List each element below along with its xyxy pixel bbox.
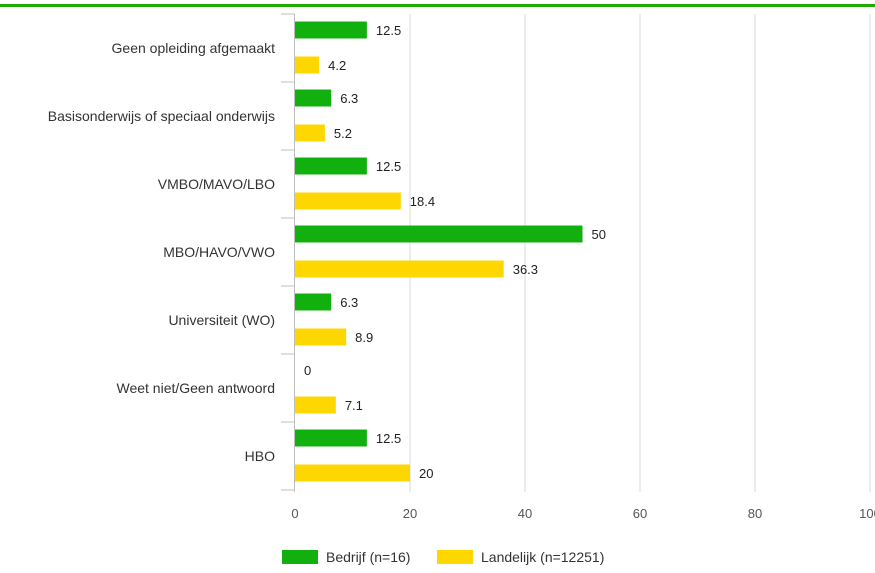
x-tick-label: 20 — [403, 506, 417, 521]
bar-bedrijf — [295, 157, 367, 175]
data-label: 7.1 — [345, 398, 363, 413]
data-label: 6.3 — [340, 295, 358, 310]
bar-landelijk — [295, 396, 336, 414]
legend-label-bedrijf: Bedrijf (n=16) — [326, 549, 410, 565]
category-label: Universiteit (WO) — [168, 312, 275, 328]
category-label: MBO/HAVO/VWO — [163, 244, 275, 260]
bar-landelijk — [295, 124, 325, 142]
data-label: 18.4 — [410, 194, 435, 209]
legend-label-landelijk: Landelijk (n=12251) — [481, 549, 604, 565]
data-label: 20 — [419, 466, 433, 481]
data-label: 12.5 — [376, 159, 401, 174]
data-label: 6.3 — [340, 91, 358, 106]
bar-bedrijf — [295, 429, 367, 447]
x-tick-label: 80 — [748, 506, 762, 521]
bar-bedrijf — [295, 21, 367, 39]
x-tick-label: 100 — [859, 506, 875, 521]
category-label: Geen opleiding afgemaakt — [112, 40, 276, 56]
category-label: VMBO/MAVO/LBO — [158, 176, 275, 192]
bar-landelijk — [295, 328, 347, 346]
bar-bedrijf — [295, 225, 583, 243]
data-label: 0 — [304, 363, 311, 378]
x-tick-label: 0 — [291, 506, 298, 521]
category-label: HBO — [245, 448, 275, 464]
bar-landelijk — [295, 260, 504, 278]
top-accent-rule — [0, 4, 875, 7]
data-label: 5.2 — [334, 126, 352, 141]
bar-landelijk — [295, 192, 401, 210]
category-label: Weet niet/Geen antwoord — [116, 380, 275, 396]
data-label: 8.9 — [355, 330, 373, 345]
bar-bedrijf — [295, 89, 332, 107]
data-label: 12.5 — [376, 23, 401, 38]
bar-landelijk — [295, 464, 410, 482]
x-tick-label: 60 — [633, 506, 647, 521]
x-tick-label: 40 — [518, 506, 532, 521]
legend-swatch-bedrijf — [282, 550, 318, 564]
bar-bedrijf — [295, 293, 332, 311]
bar-landelijk — [295, 56, 320, 74]
category-label: Basisonderwijs of speciaal onderwijs — [48, 108, 275, 124]
legend-swatch-landelijk — [437, 550, 473, 564]
data-label: 36.3 — [513, 262, 538, 277]
data-label: 12.5 — [376, 431, 401, 446]
data-label: 50 — [592, 227, 606, 242]
data-label: 4.2 — [328, 58, 346, 73]
